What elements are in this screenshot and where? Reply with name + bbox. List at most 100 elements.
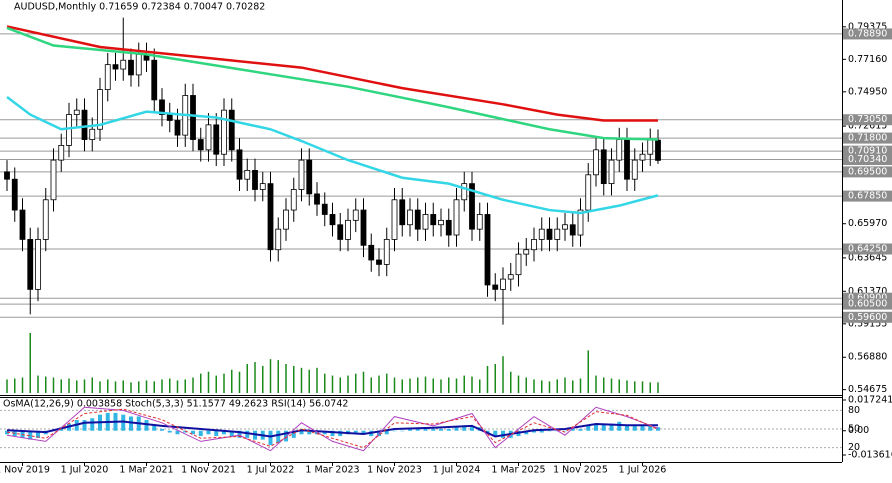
candle-body <box>577 209 584 236</box>
x-tick-label: 1 Nov 2025 <box>553 465 608 476</box>
candle-body <box>445 219 452 236</box>
volume-bar <box>548 381 551 393</box>
volume-bar <box>401 379 403 393</box>
osma-bar <box>532 430 536 433</box>
candle-body <box>112 64 119 70</box>
level-label-box <box>843 145 892 157</box>
osma-bar <box>245 430 250 438</box>
volume-bar <box>579 378 582 393</box>
osma-bar <box>446 428 451 431</box>
osc-tick-label: 20 <box>848 442 860 453</box>
volume-bar <box>502 356 504 393</box>
volume-bar <box>564 377 566 393</box>
volume-bar <box>331 375 334 393</box>
candle-body <box>73 109 80 115</box>
volume-bar <box>21 377 24 393</box>
osma-bar <box>547 430 552 432</box>
candle-body <box>546 228 553 240</box>
candle-body <box>298 159 305 190</box>
volume-bar <box>262 365 264 393</box>
osma-bar <box>361 430 366 435</box>
candle-body <box>11 178 18 211</box>
x-tick-label: 1 Jul 2022 <box>247 465 295 476</box>
volume-bar <box>324 373 326 393</box>
oscillator-line <box>6 408 659 449</box>
volume-bar <box>618 379 620 393</box>
volume-bar <box>293 365 295 393</box>
candle-body <box>391 199 398 240</box>
volume-bar <box>14 378 16 393</box>
osma-bar <box>392 430 397 432</box>
candle-body <box>639 153 646 161</box>
volume-bar <box>308 369 310 393</box>
osma-bar <box>578 428 583 431</box>
y-tick-label: 0.63645 <box>848 252 887 263</box>
level-label-box <box>843 311 892 323</box>
chart-title: AUDUSD,Monthly 0.71659 0.72384 0.70047 0… <box>14 2 265 13</box>
volume-bar <box>409 378 411 393</box>
candle-body <box>42 199 49 240</box>
osma-bar <box>617 421 622 431</box>
level-label: 0.67850 <box>848 191 887 202</box>
osma-bar <box>439 428 443 431</box>
candle-body <box>453 199 460 236</box>
volume-bar <box>556 379 558 393</box>
candle-body <box>500 278 506 290</box>
volume-bar <box>200 373 202 393</box>
level-label-box <box>843 166 892 178</box>
osma-bar <box>129 416 133 431</box>
volume-bar <box>68 378 70 393</box>
osma-bar <box>563 430 567 432</box>
osma-bar <box>144 420 149 431</box>
candle-body <box>430 214 437 226</box>
y-tick-label: 0.56880 <box>848 352 887 363</box>
candle-body <box>538 228 545 240</box>
x-tick-label: 1 Mar 2021 <box>119 465 173 476</box>
level-label: 0.71800 <box>848 133 887 144</box>
osma-bar <box>121 414 126 431</box>
candle-body <box>267 183 274 251</box>
volume-bar <box>138 381 140 393</box>
volume-bar <box>649 382 651 393</box>
osma-bar <box>400 430 405 432</box>
level-label-box <box>843 298 892 310</box>
osma-bar <box>586 425 591 431</box>
candle-body <box>4 171 10 180</box>
volume-bar <box>479 379 481 393</box>
volume-bar <box>277 360 279 393</box>
volume-bar <box>60 379 62 393</box>
x-tick-label: 1 Jul 2024 <box>433 465 481 476</box>
candle-body <box>600 149 607 185</box>
y-tick-label: 0.54675 <box>848 384 887 395</box>
y-tick-label: 0.79375 <box>848 21 887 32</box>
candle-body <box>104 64 111 91</box>
oscillator-line <box>6 420 659 438</box>
volume-bar <box>153 381 155 393</box>
volume-bar <box>626 380 628 393</box>
y-tick-label: 0.59155 <box>848 318 887 329</box>
candle-body <box>275 228 282 251</box>
y-tick-label: 0.77160 <box>848 54 887 65</box>
candle-body <box>151 59 158 101</box>
osma-bar <box>276 430 281 444</box>
osma-bar <box>268 430 273 445</box>
volume-bar <box>184 379 186 393</box>
osma-bar <box>237 430 242 438</box>
candle-body <box>81 109 88 140</box>
x-tick-label: 1 Nov 2023 <box>367 465 422 476</box>
volume-bar <box>52 377 55 393</box>
osma-bar <box>307 430 312 435</box>
candle-body <box>97 89 103 130</box>
candle-body <box>515 253 522 276</box>
volume-bar <box>370 377 372 393</box>
osma-bar <box>570 428 575 431</box>
volume-bar <box>192 377 194 393</box>
osma-bar <box>493 430 498 437</box>
candle-body <box>345 219 351 240</box>
candle-body <box>190 95 196 140</box>
volume-bar <box>448 377 450 393</box>
candle-body <box>120 59 127 70</box>
volume-bar <box>572 380 574 393</box>
candle-body <box>58 145 65 161</box>
